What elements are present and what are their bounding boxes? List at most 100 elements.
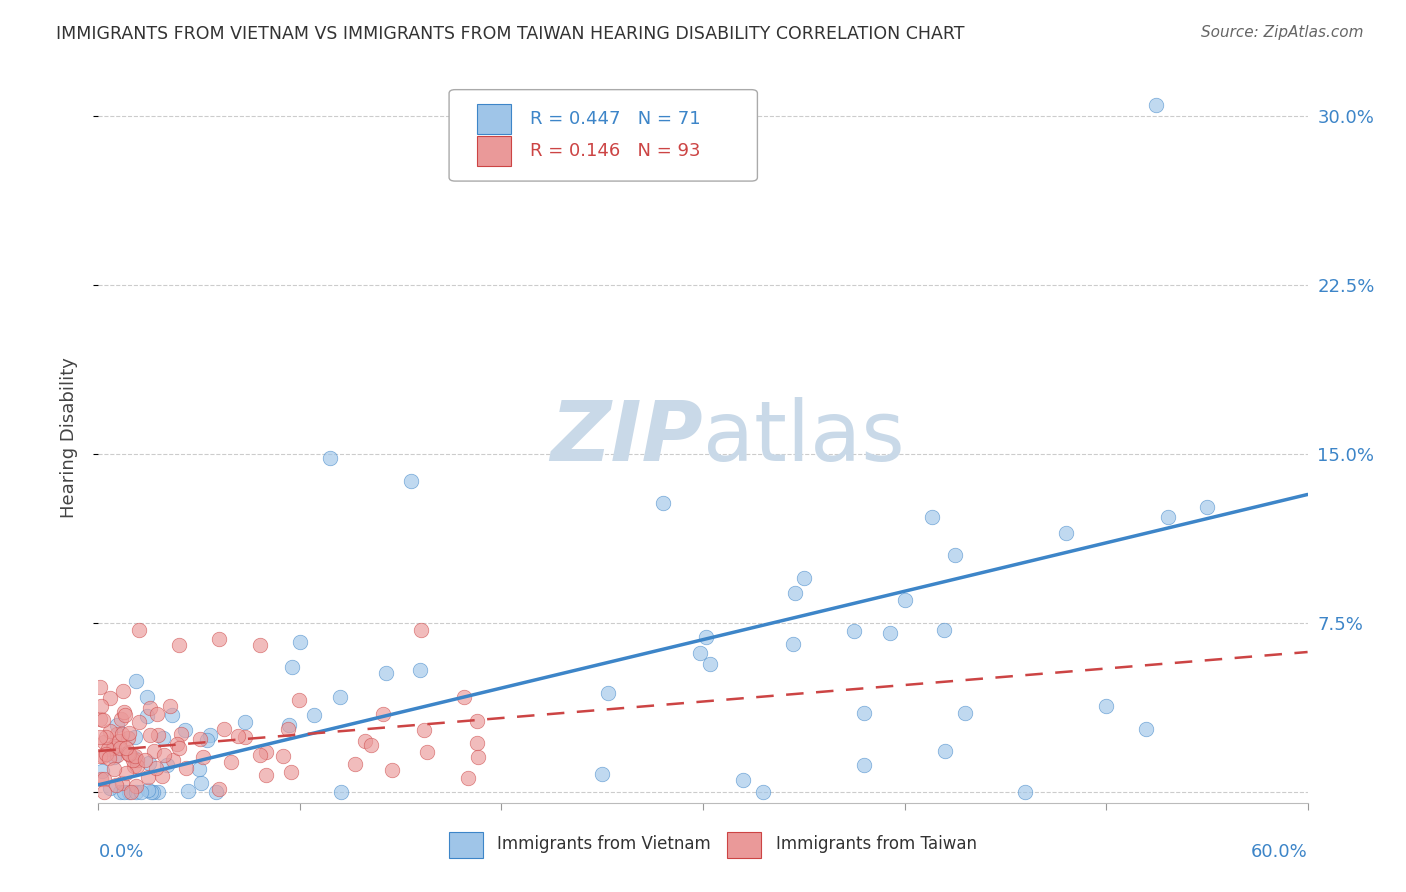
Point <box>278 718 301 732</box>
Point <box>170 727 193 741</box>
Point <box>167 638 190 652</box>
Point <box>125 673 148 688</box>
Point <box>893 593 915 607</box>
Point <box>105 727 128 741</box>
Point <box>281 660 304 674</box>
Point <box>120 784 142 798</box>
Point <box>103 739 125 753</box>
Point <box>953 706 976 720</box>
Point <box>302 708 325 723</box>
Point <box>94 747 117 762</box>
Point <box>122 750 145 764</box>
Point <box>98 723 121 738</box>
Point <box>148 728 170 742</box>
Point <box>136 770 159 784</box>
Point <box>249 638 271 652</box>
Point <box>277 722 299 736</box>
Point <box>152 731 174 746</box>
Point <box>111 776 134 790</box>
Point <box>200 728 222 742</box>
Point <box>124 749 146 764</box>
Y-axis label: Hearing Disability: Hearing Disability <box>59 357 77 517</box>
Point <box>344 757 367 772</box>
Point <box>93 784 115 798</box>
Point <box>1157 510 1180 524</box>
Point <box>128 714 150 729</box>
Point <box>124 759 146 773</box>
Point <box>135 690 157 705</box>
Point <box>98 691 121 706</box>
Point <box>921 510 943 524</box>
Point <box>783 586 806 600</box>
Point <box>173 723 195 737</box>
Point <box>112 706 135 720</box>
Point <box>176 783 198 797</box>
Point <box>360 738 382 752</box>
Point <box>453 690 475 704</box>
Point <box>409 663 432 677</box>
Point <box>103 750 125 764</box>
Point <box>101 741 124 756</box>
Point <box>842 624 865 639</box>
Point <box>89 680 111 694</box>
Point <box>188 763 211 777</box>
Point <box>233 714 256 729</box>
Point <box>793 571 815 585</box>
Point <box>205 784 228 798</box>
Text: 60.0%: 60.0% <box>1251 843 1308 861</box>
Point <box>94 731 117 745</box>
Point <box>879 626 901 640</box>
Point <box>131 784 153 798</box>
Point <box>853 706 876 720</box>
Point <box>1146 98 1168 112</box>
Text: Immigrants from Vietnam: Immigrants from Vietnam <box>498 836 711 854</box>
Point <box>416 745 439 759</box>
Point <box>93 734 115 748</box>
Point <box>467 750 489 764</box>
Point <box>162 754 184 768</box>
Text: Source: ZipAtlas.com: Source: ZipAtlas.com <box>1201 25 1364 40</box>
Point <box>142 784 165 798</box>
Point <box>105 778 128 792</box>
Point <box>110 713 132 727</box>
Point <box>399 474 422 488</box>
Point <box>733 773 755 788</box>
Point <box>117 746 139 760</box>
Point <box>122 753 145 767</box>
Point <box>188 731 211 746</box>
Point <box>381 763 404 777</box>
Text: IMMIGRANTS FROM VIETNAM VS IMMIGRANTS FROM TAIWAN HEARING DISABILITY CORRELATION: IMMIGRANTS FROM VIETNAM VS IMMIGRANTS FR… <box>56 25 965 43</box>
Text: Immigrants from Taiwan: Immigrants from Taiwan <box>776 836 977 854</box>
Point <box>249 748 271 763</box>
Point <box>125 784 148 798</box>
Point <box>288 693 311 707</box>
Point <box>1195 500 1218 514</box>
Point <box>89 748 111 763</box>
Point <box>191 750 214 764</box>
Point <box>226 729 249 743</box>
Point <box>108 740 131 755</box>
Point <box>115 766 138 780</box>
Point <box>159 698 181 713</box>
Point <box>97 742 120 756</box>
Point <box>142 744 165 758</box>
Point <box>118 784 141 798</box>
Point <box>91 713 114 727</box>
Point <box>195 732 218 747</box>
Bar <box>449 832 482 858</box>
Point <box>118 725 141 739</box>
Point <box>934 744 956 758</box>
Point <box>91 748 114 763</box>
FancyBboxPatch shape <box>449 90 758 181</box>
Point <box>91 764 114 779</box>
Point <box>413 723 436 738</box>
Point <box>153 747 176 762</box>
Point <box>329 690 352 704</box>
Point <box>1095 699 1118 714</box>
Point <box>114 707 136 722</box>
Point <box>145 707 167 722</box>
Point <box>93 772 115 786</box>
Point <box>125 779 148 793</box>
Point <box>162 708 184 723</box>
Point <box>651 496 673 510</box>
